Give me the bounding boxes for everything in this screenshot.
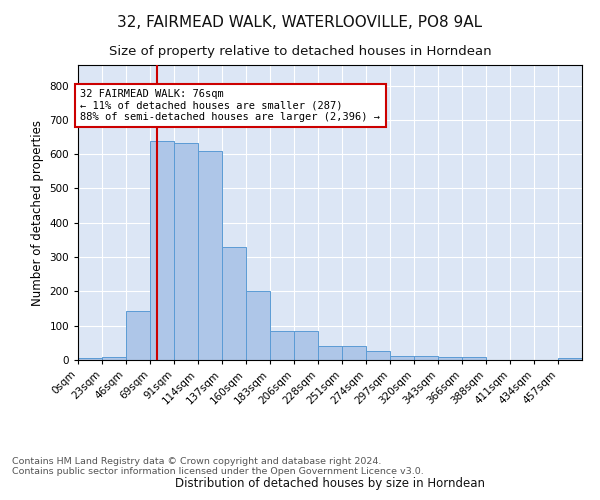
Bar [462, 358, 486, 360]
Text: Contains HM Land Registry data © Crown copyright and database right 2024.: Contains HM Land Registry data © Crown c… [12, 458, 382, 466]
Bar [438, 356, 462, 360]
Bar [366, 352, 390, 360]
Bar [294, 331, 318, 360]
Bar [342, 346, 366, 360]
Bar [414, 356, 438, 360]
Text: Contains public sector information licensed under the Open Government Licence v3: Contains public sector information licen… [12, 468, 424, 476]
Y-axis label: Number of detached properties: Number of detached properties [31, 120, 44, 306]
Bar [102, 358, 126, 360]
Bar [390, 356, 414, 360]
Bar [126, 311, 150, 360]
Bar [78, 358, 102, 360]
Text: Size of property relative to detached houses in Horndean: Size of property relative to detached ho… [109, 45, 491, 58]
Bar [222, 247, 246, 360]
Bar [198, 151, 222, 360]
Text: 32, FAIRMEAD WALK, WATERLOOVILLE, PO8 9AL: 32, FAIRMEAD WALK, WATERLOOVILLE, PO8 9A… [118, 15, 482, 30]
Bar [558, 358, 582, 360]
Bar [318, 346, 342, 360]
Bar [150, 141, 174, 360]
Text: 32 FAIRMEAD WALK: 76sqm
← 11% of detached houses are smaller (287)
88% of semi-d: 32 FAIRMEAD WALK: 76sqm ← 11% of detache… [80, 89, 380, 122]
Bar [174, 143, 198, 360]
Bar [246, 292, 270, 360]
Bar [270, 331, 294, 360]
Text: Distribution of detached houses by size in Horndean: Distribution of detached houses by size … [175, 477, 485, 490]
